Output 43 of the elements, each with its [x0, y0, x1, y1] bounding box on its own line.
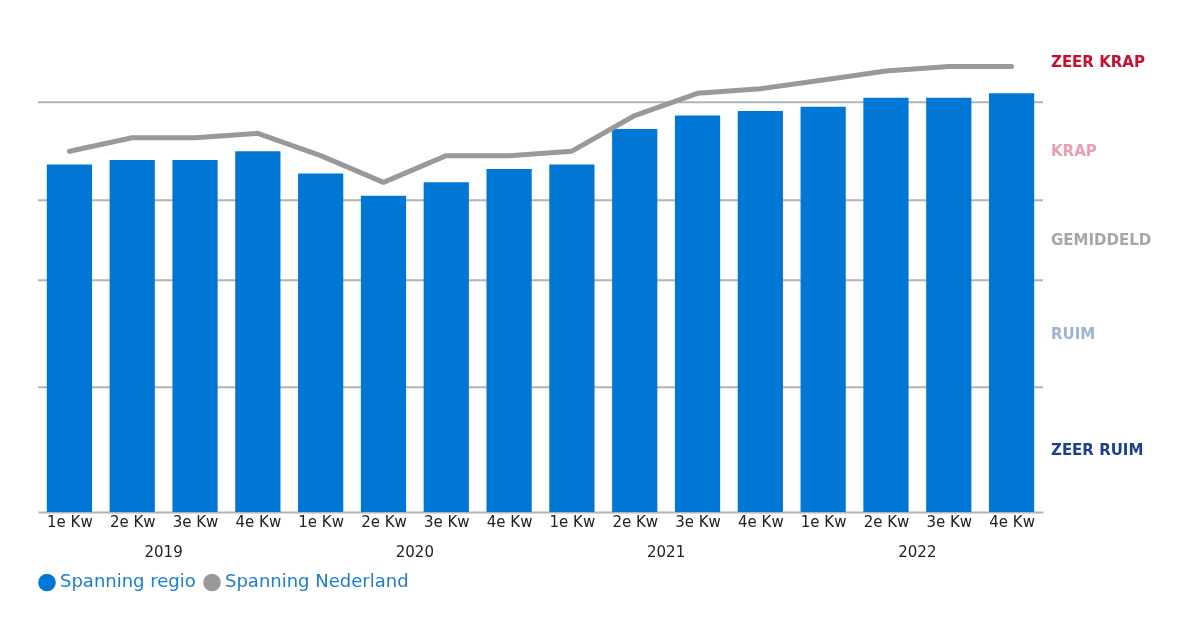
bar	[549, 164, 595, 512]
x-tick-label: 2e Kw	[361, 512, 407, 531]
legend-label: Spanning regio	[60, 570, 196, 592]
text: ZEER RUIM	[1051, 440, 1144, 459]
x-tick-label: 2e Kw	[612, 512, 659, 531]
text: ZEER KRAP	[1051, 53, 1145, 72]
bar	[988, 93, 1035, 512]
bar	[737, 111, 783, 512]
bar	[486, 169, 532, 512]
x-tick-label: 4e Kw	[989, 512, 1035, 531]
bar	[423, 182, 469, 512]
x-tick-label: 3e Kw	[675, 512, 721, 531]
text: 2020	[395, 543, 434, 561]
x-tick-label: 1e Kw	[800, 512, 847, 531]
bar	[612, 128, 658, 512]
bar	[360, 195, 407, 512]
x-tick-label: 1e Kw	[298, 512, 344, 531]
text: 2019	[144, 543, 183, 561]
x-tick-label: 1e Kw	[47, 512, 93, 531]
text: KRAP	[1051, 142, 1097, 161]
x-tick-label: 2e Kw	[109, 512, 156, 531]
x-tick-label: 3e Kw	[172, 512, 219, 531]
bar	[235, 151, 281, 512]
bar	[109, 160, 155, 512]
bar	[674, 115, 721, 512]
bar	[926, 97, 972, 512]
x-tick-label: 3e Kw	[423, 512, 470, 531]
text: 2021	[647, 543, 686, 561]
bar	[46, 164, 93, 512]
text: RUIM	[1051, 324, 1096, 343]
text: 2022	[898, 543, 937, 561]
text: GEMIDDELD	[1051, 231, 1152, 250]
x-tick-label: 3e Kw	[926, 512, 973, 531]
bar	[298, 173, 344, 512]
legend-label: Spanning Nederland	[225, 570, 409, 592]
x-tick-label: 1e Kw	[549, 512, 596, 531]
bar	[800, 106, 846, 512]
x-tick-label: 4e Kw	[486, 512, 533, 531]
x-tick-label: 4e Kw	[738, 512, 784, 531]
x-tick-label: 2e Kw	[863, 512, 910, 531]
x-tick-label: 4e Kw	[235, 512, 282, 531]
bar	[863, 97, 909, 512]
bar	[172, 160, 218, 512]
